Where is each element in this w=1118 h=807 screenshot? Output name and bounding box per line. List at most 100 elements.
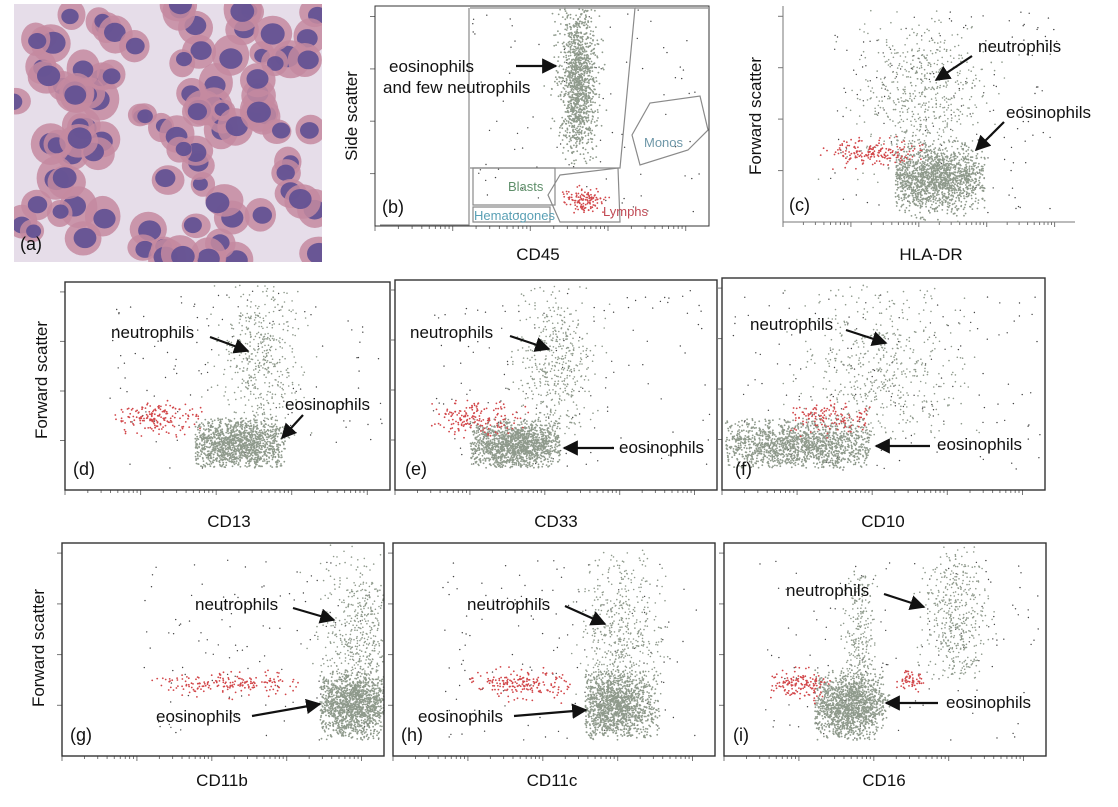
dot-lymph xyxy=(600,201,603,203)
dot-eosinophil xyxy=(981,198,984,201)
dot-neutrophil xyxy=(917,103,920,105)
dot-eosinophil xyxy=(911,172,914,175)
dot-neutrophil xyxy=(900,118,903,121)
dot-neutrophil xyxy=(245,381,247,384)
dot-neutrophil xyxy=(254,305,257,307)
dot xyxy=(958,87,960,90)
dot-eosinophil xyxy=(590,141,593,144)
dot xyxy=(1036,28,1038,31)
dot xyxy=(362,331,364,333)
dot-neutrophil xyxy=(939,46,941,48)
dot-neutrophil xyxy=(878,100,881,102)
dot xyxy=(869,80,871,82)
dot-eosinophil xyxy=(592,101,594,104)
dot-eosinophil xyxy=(268,460,270,463)
dot-eosinophil xyxy=(965,150,968,153)
dot-eosinophil xyxy=(896,183,899,186)
dot xyxy=(662,144,664,147)
dot-eosinophil xyxy=(583,74,585,77)
dot-eosinophil xyxy=(950,198,952,201)
dot xyxy=(537,197,540,199)
dot-eosinophil xyxy=(567,70,570,73)
dot-neutrophil xyxy=(977,121,979,124)
dot-neutrophil xyxy=(286,371,289,374)
dot-neutrophil xyxy=(286,321,289,323)
dot-neutrophil xyxy=(261,351,264,354)
dot-neutrophil xyxy=(972,123,974,126)
dot-neutrophil xyxy=(867,80,869,82)
dot-neutrophil xyxy=(940,135,943,138)
dot xyxy=(992,187,994,189)
dot-eosinophil xyxy=(912,160,915,163)
dot-eosinophil xyxy=(950,211,953,213)
dot xyxy=(623,197,625,200)
dot-red xyxy=(845,141,848,144)
dot-eosinophil xyxy=(915,190,917,193)
dot-red xyxy=(897,151,899,154)
dot-eosinophil xyxy=(580,105,583,107)
dot-neutrophil xyxy=(908,140,911,142)
dot-eosinophil xyxy=(921,161,924,163)
dot-neutrophil xyxy=(236,364,238,367)
dot-neutrophil xyxy=(292,309,294,311)
dot xyxy=(1010,146,1013,149)
dot-eosinophil xyxy=(969,206,972,208)
dot-eosinophil xyxy=(569,54,572,57)
dot-eosinophil xyxy=(583,101,586,104)
dot-eosinophil xyxy=(935,197,937,200)
dot-eosinophil xyxy=(931,171,934,174)
dot-neutrophil xyxy=(904,56,907,58)
dot-red xyxy=(845,162,848,165)
dot-eosinophil xyxy=(586,25,589,27)
dot-neutrophil xyxy=(954,115,957,117)
dot-eosinophil xyxy=(934,163,937,166)
dot xyxy=(889,48,892,50)
dot-eosinophil xyxy=(895,164,898,167)
dot-neutrophil xyxy=(950,109,953,111)
dot-neutrophil xyxy=(856,123,858,125)
dot-neutrophil xyxy=(891,81,893,83)
dot-red xyxy=(861,163,864,165)
cell-nucleus xyxy=(155,169,176,188)
dot-neutrophil xyxy=(266,326,268,329)
dot-neutrophil xyxy=(233,417,236,420)
dot xyxy=(380,418,382,420)
dot-neutrophil xyxy=(890,135,892,137)
dot-eosinophil xyxy=(950,153,953,156)
dot-eosinophil xyxy=(589,99,592,102)
dot-eosinophil xyxy=(578,8,581,11)
dot-eosinophil xyxy=(895,143,898,146)
dot-eosinophil xyxy=(589,57,592,60)
dot-neutrophil xyxy=(933,62,936,65)
dot-eosinophil xyxy=(956,191,958,194)
dot-neutrophil xyxy=(274,298,276,301)
dot-eosinophil xyxy=(571,98,574,101)
dot-neutrophil xyxy=(246,305,248,307)
dot-eosinophil xyxy=(929,149,932,151)
dot-eosinophil xyxy=(950,194,952,197)
dot-eosinophil xyxy=(919,179,922,181)
dot-eosinophil xyxy=(578,123,580,126)
dot-red xyxy=(859,154,862,157)
dot-eosinophil xyxy=(903,175,906,178)
dot-eosinophil xyxy=(909,142,912,145)
dot-neutrophil xyxy=(931,71,934,73)
dot-eosinophil xyxy=(592,80,595,82)
dot-neutrophil xyxy=(910,63,912,65)
dot xyxy=(840,152,842,154)
dot-red xyxy=(900,149,903,152)
dot-eosinophil xyxy=(919,141,922,144)
dot-eosinophil xyxy=(580,129,583,132)
dot-neutrophil xyxy=(277,381,280,383)
dot-eosinophil xyxy=(568,74,570,77)
dot-red xyxy=(907,153,909,156)
dot-red xyxy=(901,141,903,144)
dot-eosinophil xyxy=(978,162,980,165)
cell-nucleus xyxy=(296,29,318,48)
dot-neutrophil xyxy=(935,10,938,12)
dot-neutrophil xyxy=(946,126,948,128)
dot-eosinophil xyxy=(975,184,978,187)
dot-eosinophil xyxy=(580,86,583,88)
dot-neutrophil xyxy=(957,44,960,47)
dot xyxy=(272,320,274,323)
